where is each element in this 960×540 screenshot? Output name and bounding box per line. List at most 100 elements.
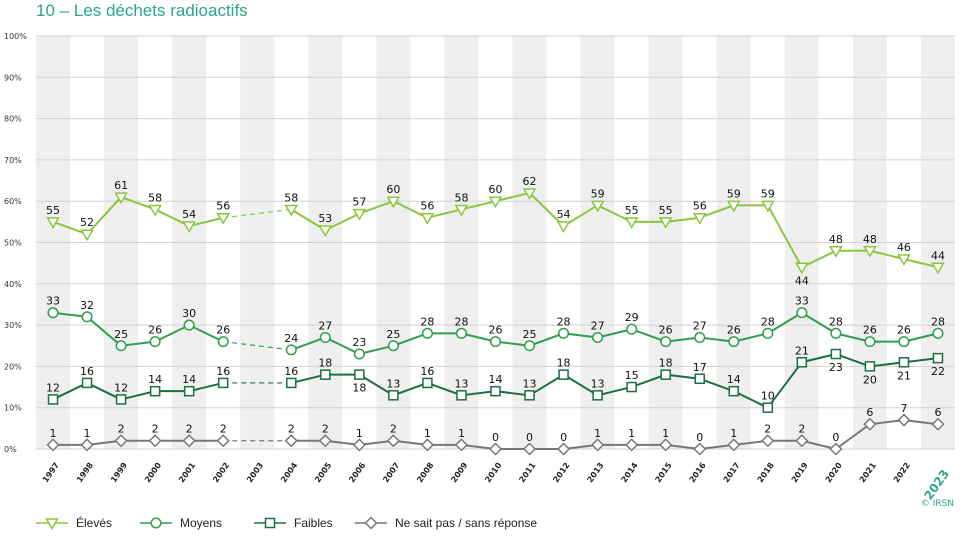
data-label: 24	[284, 332, 298, 345]
data-point	[692, 212, 707, 225]
data-point	[592, 331, 604, 344]
series-segment	[766, 204, 803, 268]
data-point	[727, 438, 741, 452]
y-tick-label: 30%	[4, 321, 22, 330]
data-label: 2	[390, 423, 397, 436]
series-segment	[665, 216, 700, 223]
data-label: 25	[523, 328, 537, 341]
x-tick-label: 2020	[824, 461, 844, 485]
data-point	[352, 438, 366, 452]
data-label: 1	[730, 427, 737, 440]
data-label: 53	[318, 212, 332, 225]
data-label: 14	[727, 373, 741, 386]
data-label: 56	[216, 200, 230, 213]
series-segment	[359, 344, 394, 355]
data-point	[217, 377, 229, 389]
data-label: 26	[727, 324, 741, 337]
series-segment	[699, 336, 734, 343]
data-point	[388, 390, 399, 401]
x-tick-label: 2014	[620, 461, 640, 485]
x-tick-label: 2006	[347, 461, 367, 485]
credit-label: © IRSN	[920, 499, 954, 509]
data-point	[455, 327, 468, 339]
data-point	[626, 381, 637, 393]
series: 33 32 25 26 30 26 24 27 23 25 28 28 26 25 28 27 29 26 27 26…	[46, 295, 945, 360]
data-point	[864, 336, 876, 348]
data-label: 32	[80, 299, 94, 312]
data-point	[863, 417, 877, 431]
data-point	[932, 327, 944, 339]
series-segment	[665, 373, 700, 380]
series-segment	[699, 377, 735, 393]
data-point	[796, 307, 808, 319]
series-segment	[461, 200, 496, 211]
data-point	[762, 402, 774, 413]
data-label: 2	[220, 423, 227, 436]
data-point	[387, 340, 399, 352]
data-label: 27	[318, 319, 332, 332]
data-point	[454, 204, 469, 217]
data-point	[659, 438, 673, 452]
series-segment	[665, 336, 700, 343]
data-point	[796, 357, 808, 368]
series-segment	[767, 311, 803, 335]
series-segment	[427, 381, 462, 397]
series-segment	[869, 361, 905, 368]
legend-label: Élevés	[76, 515, 112, 530]
data-label: 25	[114, 328, 128, 341]
data-label: 14	[489, 373, 503, 386]
data-label: 59	[761, 187, 775, 200]
data-point	[149, 336, 161, 348]
data-label: 15	[625, 369, 639, 382]
series-segment	[597, 386, 632, 397]
data-label: 27	[591, 319, 605, 332]
data-label: 28	[420, 315, 434, 328]
data-point	[149, 385, 161, 397]
series-segment	[869, 249, 905, 260]
legend-label: Faibles	[294, 516, 333, 530]
series-segment	[903, 258, 939, 269]
series-segment	[392, 200, 428, 219]
data-point	[795, 434, 809, 448]
data-point	[624, 217, 639, 229]
data-point	[658, 217, 673, 229]
x-tick-label: 2017	[722, 461, 742, 484]
data-point	[386, 196, 401, 209]
data-point	[148, 434, 162, 448]
data-label: 33	[46, 295, 60, 308]
x-tick-label: 2016	[688, 461, 708, 485]
data-label: 55	[625, 204, 639, 217]
data-label: 12	[46, 381, 60, 394]
series-segment	[359, 200, 394, 215]
y-tick-label: 80%	[4, 115, 22, 124]
data-point	[795, 262, 809, 275]
series-segment	[835, 332, 871, 343]
data-point	[115, 340, 127, 352]
x-tick-label: 2018	[756, 461, 776, 485]
x-tick-label: 2010	[483, 461, 503, 485]
data-label: 30	[182, 307, 196, 320]
data-label: 25	[386, 328, 400, 341]
x-tick-label: 2003	[245, 461, 265, 484]
data-label: 1	[662, 427, 669, 440]
series-segment	[120, 196, 156, 211]
data-point	[761, 434, 775, 448]
series-segment	[291, 373, 326, 384]
data-point	[488, 442, 503, 456]
data-label: 48	[829, 233, 843, 246]
data-label: 28	[454, 315, 468, 328]
data-label: 20	[863, 373, 877, 386]
data-point	[182, 434, 196, 448]
data-point	[216, 212, 231, 225]
data-point	[286, 377, 297, 389]
data-point	[932, 352, 944, 364]
series-segment	[529, 332, 564, 347]
chart-title: 10 – Les déchets radioactifs	[36, 1, 248, 20]
data-point	[728, 385, 740, 397]
data-point	[557, 442, 571, 456]
data-point	[216, 434, 230, 448]
x-tick-label: 2000	[143, 461, 163, 485]
data-point	[81, 311, 93, 323]
data-label: 59	[591, 187, 605, 200]
x-tick-label: 2008	[415, 461, 435, 485]
